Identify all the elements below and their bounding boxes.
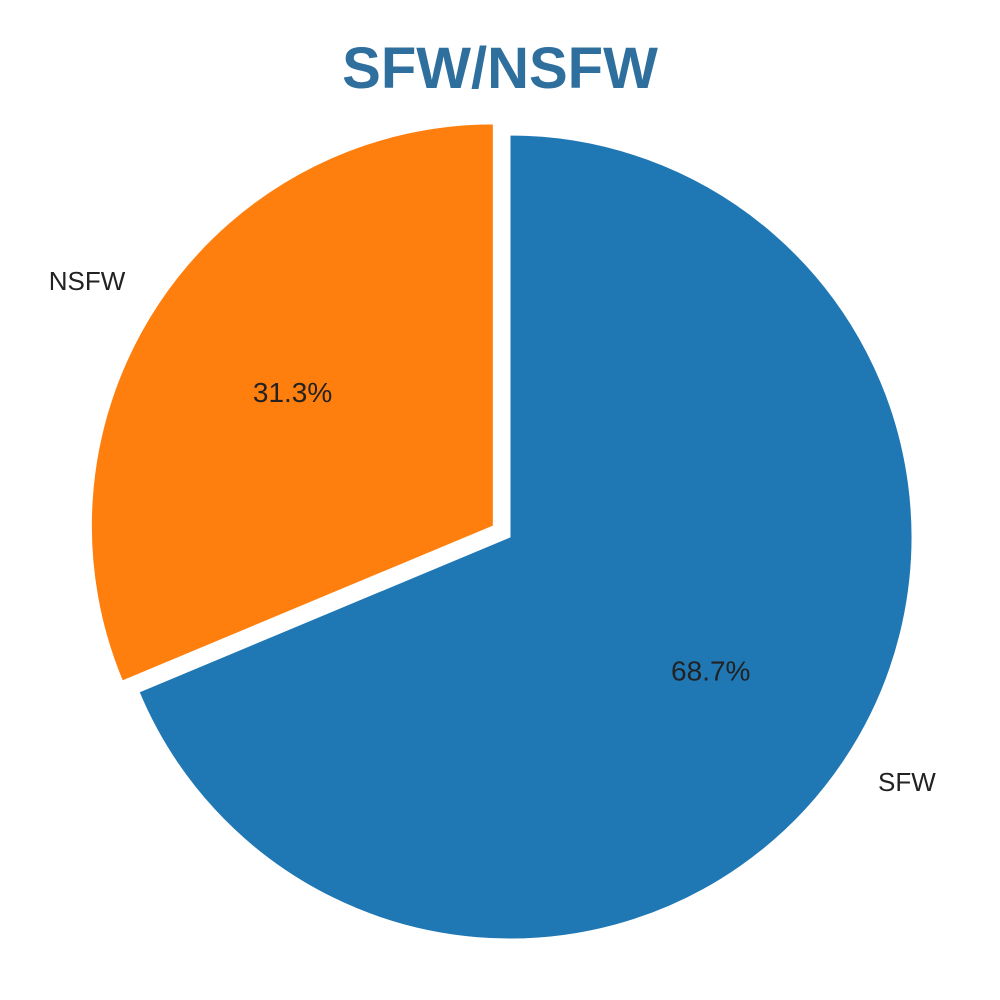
pie-slice-sfw (138, 134, 913, 940)
slice-label-nsfw: NSFW (49, 266, 126, 296)
pie-slice-nsfw (90, 123, 494, 682)
chart-title: SFW/NSFW (342, 36, 658, 101)
slice-label-sfw: SFW (878, 767, 936, 797)
pie-labels: 68.7% SFW 31.3% NSFW (49, 266, 937, 797)
pie-slices (90, 123, 913, 940)
pct-label-nsfw: 31.3% (253, 377, 332, 408)
pct-label-sfw: 68.7% (671, 656, 750, 687)
